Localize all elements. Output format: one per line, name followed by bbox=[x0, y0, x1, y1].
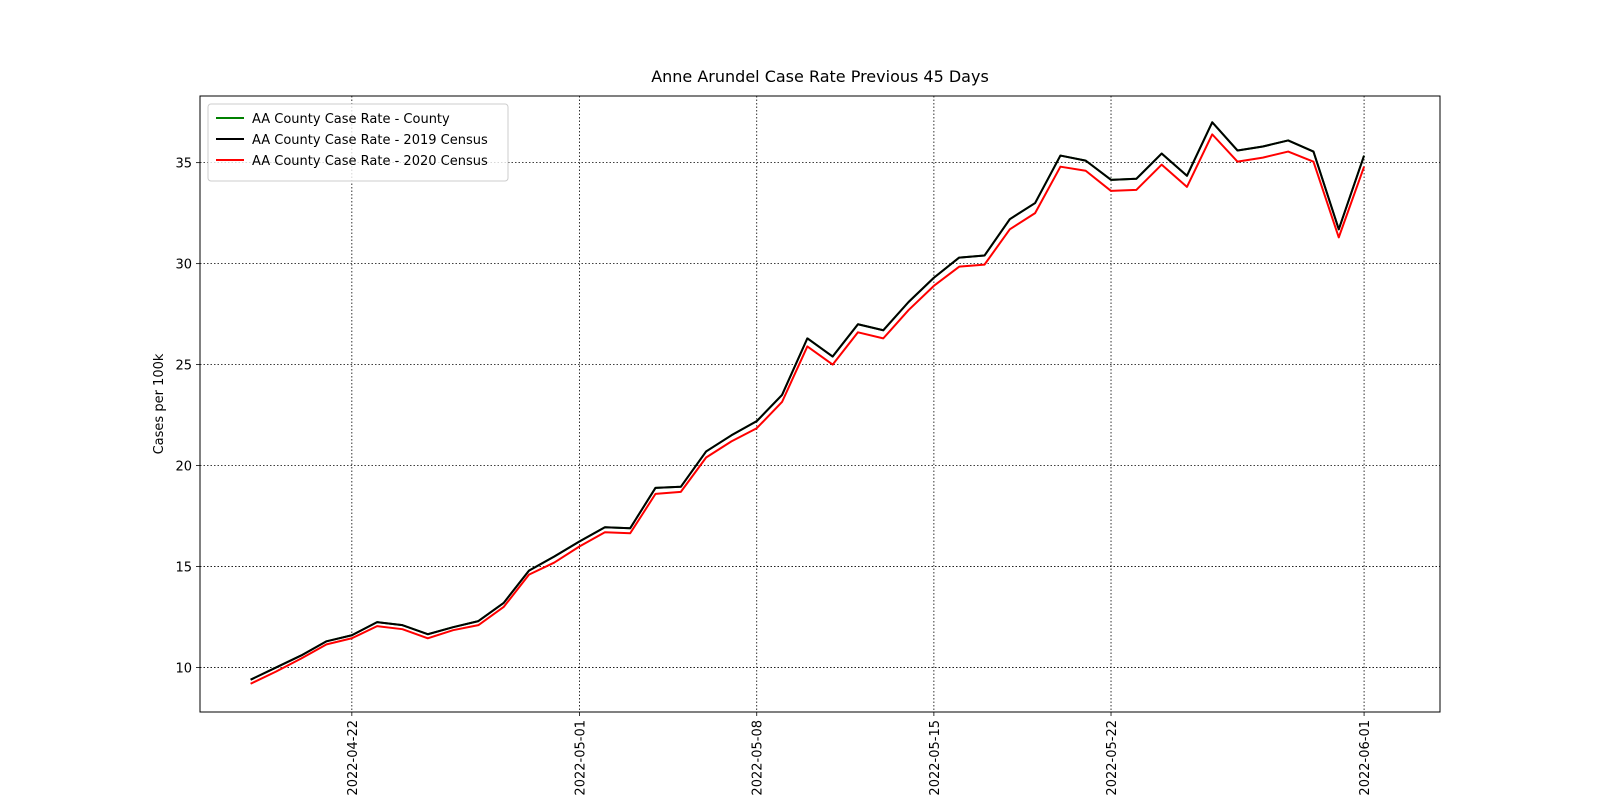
line-series bbox=[250, 133, 1366, 685]
line-series bbox=[250, 121, 1366, 681]
x-tick-label: 2022-05-08 bbox=[751, 720, 766, 796]
y-tick-label: 20 bbox=[175, 460, 192, 475]
legend: AA County Case Rate - County AA County Ca… bbox=[207, 103, 509, 182]
y-tick-label: 30 bbox=[175, 258, 192, 273]
y-axis-label: Cases per 100k bbox=[152, 353, 167, 454]
legend-box bbox=[207, 103, 509, 182]
y-tick-label: 10 bbox=[175, 662, 192, 677]
x-tick-label: 2022-04-22 bbox=[346, 720, 361, 796]
axes-frame bbox=[199, 95, 1441, 713]
x-tick-label: 2022-06-01 bbox=[1358, 720, 1373, 796]
x-tick-label: 2022-05-01 bbox=[574, 720, 589, 796]
x-tick-label: 2022-05-22 bbox=[1105, 720, 1120, 796]
legend-label: AA County Case Rate - 2019 Census bbox=[252, 133, 488, 148]
y-tick-label: 35 bbox=[175, 157, 192, 172]
y-tick-label: 25 bbox=[175, 359, 192, 374]
legend-label: AA County Case Rate - 2020 Census bbox=[252, 154, 488, 169]
chart-title: Anne Arundel Case Rate Previous 45 Days bbox=[651, 67, 989, 86]
legend-label: AA County Case Rate - County bbox=[252, 112, 450, 127]
line-series bbox=[250, 121, 1366, 681]
y-tick-label: 15 bbox=[175, 561, 192, 576]
x-tick-label: 2022-05-15 bbox=[928, 720, 943, 796]
